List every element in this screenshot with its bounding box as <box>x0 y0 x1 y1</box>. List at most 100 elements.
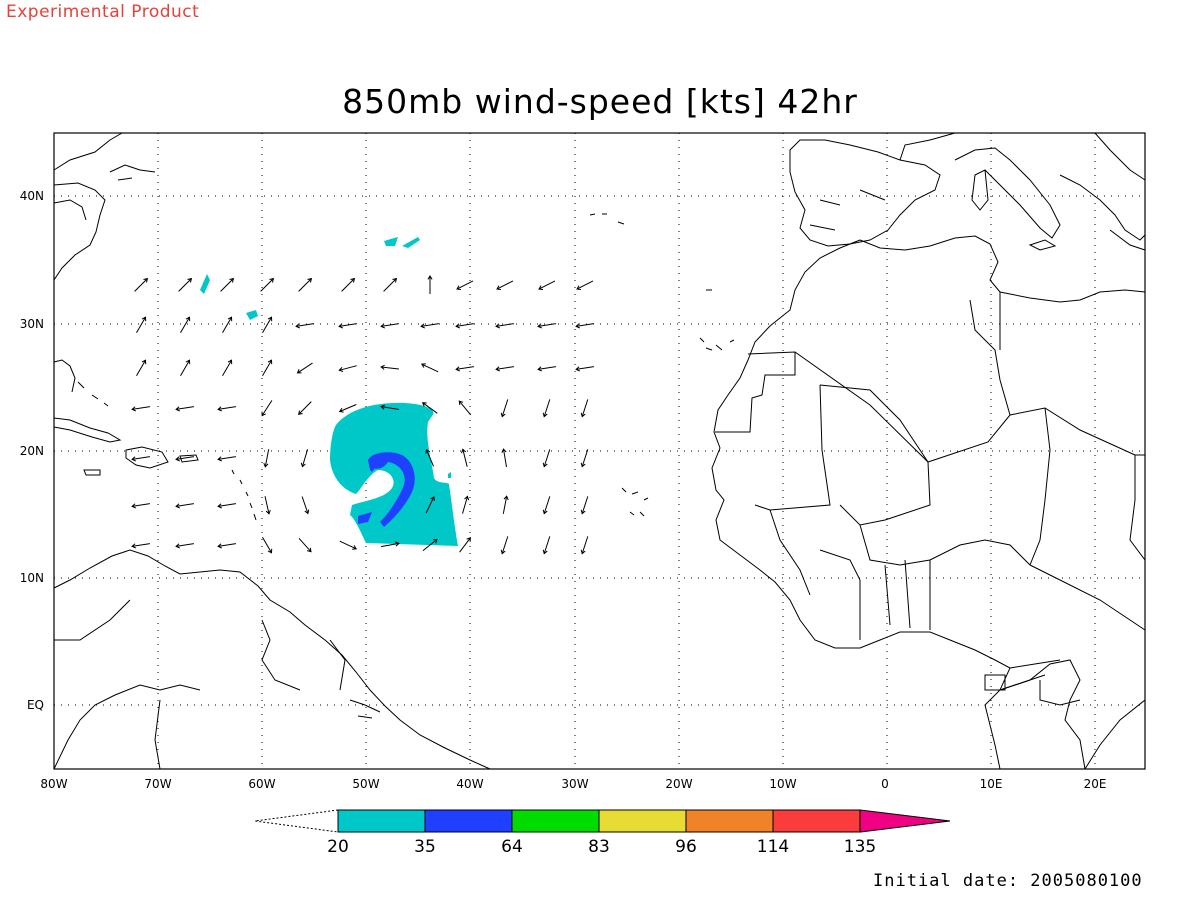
x-tick-label: 10E <box>980 777 1003 791</box>
map-title: 850mb wind-speed [kts] 42hr <box>342 82 858 121</box>
wind-arrow <box>500 399 509 418</box>
wind-arrow <box>296 362 313 374</box>
wind-arrow <box>175 503 194 509</box>
colorbar-max-triangle <box>859 809 951 833</box>
wind-arrow <box>537 323 556 329</box>
wind-arrow <box>461 448 468 467</box>
wind-arrow <box>462 495 470 514</box>
wind-arrow <box>341 277 356 292</box>
wind-arrow <box>338 365 357 372</box>
colorbar-segment <box>772 809 861 833</box>
wind-arrow <box>542 449 551 468</box>
y-tick-label: 20N <box>20 444 44 458</box>
wind-arrow <box>575 366 594 372</box>
wind-arrow <box>421 402 438 414</box>
x-tick-label: 50W <box>352 777 379 791</box>
wind-arrow <box>175 456 194 462</box>
colorbar-label: 135 <box>844 837 876 857</box>
y-tick-label: 30N <box>20 317 44 331</box>
wind-arrow <box>383 277 398 292</box>
wind-speed-shading <box>200 237 458 546</box>
colorbar-segment <box>424 809 513 833</box>
x-tick-label: 80W <box>40 777 67 791</box>
map-panel <box>53 132 1146 770</box>
wind-arrow <box>422 538 438 551</box>
x-tick-label: 10W <box>769 777 796 791</box>
wind-arrow <box>300 449 309 468</box>
wind-arrow <box>217 543 236 549</box>
wind-arrow <box>131 543 150 549</box>
wind-arrow <box>537 366 556 372</box>
wind-arrow <box>264 496 271 515</box>
storm-35-64kt-band <box>368 452 415 527</box>
x-tick-label: 20E <box>1084 777 1107 791</box>
wind-arrow <box>175 543 194 549</box>
colorbar-label: 64 <box>501 837 523 857</box>
wind-arrow <box>261 400 273 417</box>
wind-arrow <box>495 323 514 329</box>
wind-arrow <box>459 537 471 553</box>
colorbar: 20 35 64 83 96 114 135 <box>254 809 951 857</box>
wind-arrow <box>298 277 313 292</box>
wind-arrow <box>580 449 589 468</box>
wind-arrow <box>381 541 400 548</box>
wind-arrow <box>425 448 434 467</box>
wind-arrow <box>262 536 273 554</box>
wind-arrow <box>217 406 236 412</box>
wind-arrow <box>301 496 310 515</box>
wind-arrow <box>136 359 147 377</box>
colorbar-segment <box>337 809 426 833</box>
wind-patch-west-a <box>200 274 210 294</box>
x-axis-labels: 80W 70W 60W 50W 40W 30W 20W 10W 0 10E 20… <box>40 777 1106 791</box>
wind-arrow <box>576 280 594 290</box>
wind-arrow <box>575 323 594 329</box>
lat-lon-grid <box>54 133 1145 769</box>
wind-arrow <box>425 496 435 514</box>
wind-arrow <box>542 536 551 555</box>
wind-arrow <box>496 280 514 290</box>
wind-arrow <box>339 540 358 550</box>
wind-arrow <box>420 323 439 329</box>
wind-arrow <box>580 496 589 515</box>
wind-arrow <box>538 280 556 290</box>
y-axis-labels: 40N 30N 20N 10N EQ <box>20 189 44 712</box>
wind-arrow <box>131 406 150 412</box>
wind-patch-north-b <box>402 237 420 248</box>
wind-patch-north-a <box>384 237 398 246</box>
wind-arrow <box>455 366 474 372</box>
colorbar-segment <box>511 809 600 833</box>
wind-arrow <box>175 406 194 412</box>
y-tick-label: EQ <box>27 698 44 712</box>
colorbar-label: 83 <box>588 837 610 857</box>
wind-arrow <box>458 400 472 416</box>
wind-arrow <box>456 280 474 290</box>
wind-arrow <box>180 359 191 377</box>
wind-patch-east <box>438 485 446 496</box>
wind-arrow <box>262 316 273 334</box>
wind-arrow <box>131 456 150 462</box>
x-tick-label: 20W <box>665 777 692 791</box>
wind-arrow <box>380 404 399 410</box>
coastlines <box>53 132 1146 770</box>
x-tick-label: 0 <box>881 777 889 791</box>
wind-arrow <box>298 401 312 416</box>
wind-arrow <box>217 456 236 462</box>
wind-arrow <box>263 449 270 468</box>
wind-arrow <box>501 448 507 467</box>
wind-arrow <box>580 536 589 555</box>
x-tick-label: 40W <box>456 777 483 791</box>
wind-arrow <box>222 316 233 334</box>
experimental-product-label: Experimental Product <box>6 2 200 22</box>
wind-arrow <box>427 275 433 294</box>
x-tick-label: 60W <box>248 777 275 791</box>
wind-arrow <box>298 537 312 553</box>
wind-arrow <box>338 323 357 329</box>
wind-arrow <box>420 363 439 373</box>
wind-patch-east-b <box>448 472 451 478</box>
colorbar-segment <box>685 809 774 833</box>
wind-arrow <box>502 495 509 514</box>
colorbar-label: 114 <box>757 837 789 857</box>
wind-arrow <box>260 277 275 292</box>
wind-arrow <box>178 277 193 292</box>
